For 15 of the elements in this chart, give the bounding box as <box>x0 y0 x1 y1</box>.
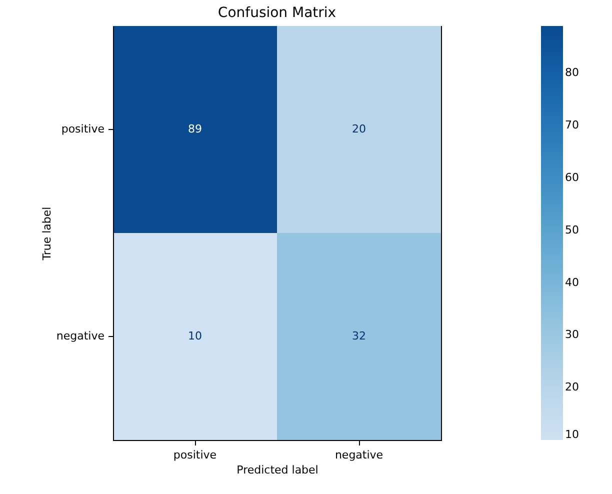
data-label: 32 <box>352 330 366 342</box>
y-axis-title: True label <box>40 206 54 262</box>
color-bar-label: 20 <box>565 380 579 394</box>
data-label: 20 <box>352 122 366 136</box>
color-bar-label: 70 <box>565 118 579 132</box>
data-label: 89 <box>188 122 202 136</box>
data-label: 10 <box>188 330 202 342</box>
color-bar-label: 80 <box>565 66 579 80</box>
color-bar-label: 30 <box>565 328 579 342</box>
color-bar-label: 50 <box>565 223 579 236</box>
color-bar-label: 60 <box>565 170 579 184</box>
x-axis-title: Predicted label <box>236 464 318 476</box>
chart-title: Confusion Matrix <box>218 5 336 21</box>
color-bar-label: 40 <box>565 276 579 289</box>
color-bar-label: 10 <box>565 428 579 441</box>
